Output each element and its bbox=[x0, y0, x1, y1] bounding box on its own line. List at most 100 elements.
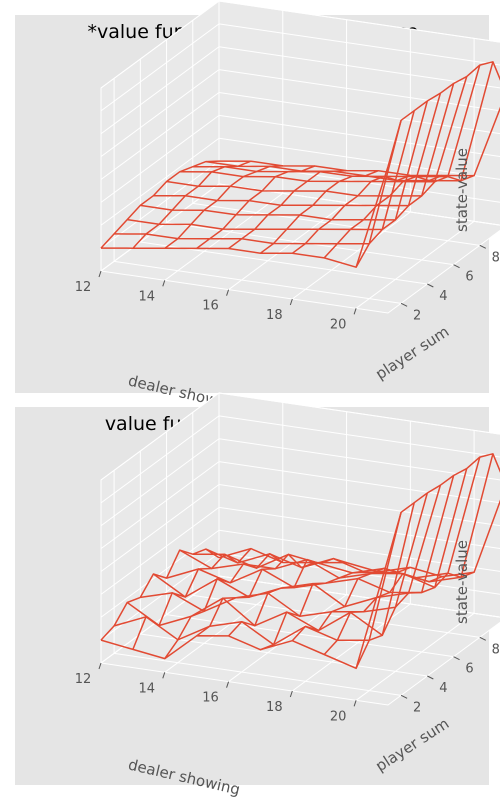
surface-row-line bbox=[218, 106, 500, 177]
chart-panel-without-usable-ace: *value function without usable ace 12141… bbox=[15, 0, 500, 415]
surface-column-line bbox=[323, 572, 443, 656]
x-tick-label: 14 bbox=[139, 289, 156, 304]
surface-plot-with-usable-ace: value function with usable ace 121416182… bbox=[75, 392, 500, 799]
surface-row-line bbox=[152, 484, 442, 608]
gridline bbox=[218, 506, 500, 550]
gridline bbox=[100, 484, 220, 572]
x-tick-label: 14 bbox=[139, 681, 156, 696]
surface-column-line bbox=[100, 160, 220, 249]
x-tick-label: 12 bbox=[75, 280, 92, 295]
gridline bbox=[100, 415, 220, 504]
x-tick-label: 20 bbox=[330, 709, 347, 724]
x-tick-label: 16 bbox=[202, 299, 219, 314]
gridline bbox=[100, 114, 220, 203]
surface-row-line bbox=[114, 120, 402, 245]
surface-column-line bbox=[387, 453, 500, 559]
gridline bbox=[100, 552, 220, 641]
gridline bbox=[355, 220, 475, 309]
gridline bbox=[114, 260, 402, 304]
x-tick-mark bbox=[289, 298, 293, 306]
x-tick-mark bbox=[226, 681, 230, 688]
gridline bbox=[218, 0, 500, 43]
gridline bbox=[166, 614, 454, 658]
gridline bbox=[228, 594, 347, 683]
surface-row-line bbox=[113, 512, 402, 646]
z-axis-label: state-value bbox=[453, 540, 471, 624]
surface-row-line bbox=[218, 499, 500, 578]
gridline bbox=[218, 137, 500, 180]
surface-column-line bbox=[164, 165, 283, 249]
surface-column-line bbox=[100, 548, 220, 641]
gridline bbox=[100, 438, 220, 527]
y-axis-label: player sum bbox=[372, 714, 452, 775]
gridline bbox=[164, 192, 284, 281]
surface-column-line bbox=[260, 571, 379, 651]
gridline bbox=[218, 114, 500, 158]
gridline bbox=[100, 392, 220, 481]
x-tick-mark bbox=[226, 289, 230, 296]
gridline bbox=[100, 23, 220, 112]
gridline bbox=[218, 461, 500, 504]
y-tick-mark bbox=[427, 283, 434, 288]
gridline bbox=[218, 392, 500, 435]
surface-column-line bbox=[291, 174, 411, 254]
surface-column-line bbox=[132, 160, 252, 249]
y-tick-label: 4 bbox=[439, 289, 447, 304]
gridline bbox=[292, 211, 411, 300]
y-tick-label: 6 bbox=[465, 270, 473, 285]
y-tick-label: 8 bbox=[492, 250, 500, 265]
surface-column-line bbox=[387, 61, 500, 167]
x-tick-mark bbox=[289, 690, 293, 698]
gridline bbox=[218, 415, 500, 458]
surface-column-line bbox=[132, 548, 252, 650]
y-tick-label: 4 bbox=[439, 681, 447, 696]
surface-row-line bbox=[179, 76, 468, 183]
surface-column-line bbox=[228, 169, 347, 250]
surface-row-line bbox=[179, 468, 468, 589]
surface-row-line bbox=[192, 64, 481, 178]
chart-panel-with-usable-ace: value function with usable ace 121416182… bbox=[15, 392, 500, 799]
surface-column-line bbox=[164, 553, 284, 660]
surface-column-line bbox=[291, 566, 411, 642]
y-tick-label: 8 bbox=[492, 642, 500, 657]
x-axis-label: dealer showing bbox=[126, 756, 241, 799]
surface-column-line bbox=[259, 170, 379, 254]
gridline bbox=[218, 92, 500, 135]
surface-row-line bbox=[127, 110, 415, 231]
surface-column-line bbox=[196, 553, 315, 637]
surface-plot-without-usable-ace: *value function without usable ace 12141… bbox=[75, 0, 500, 415]
surface-row-line bbox=[140, 100, 429, 221]
y-tick-label: 6 bbox=[465, 662, 473, 677]
gridline bbox=[192, 594, 480, 638]
x-tick-label: 16 bbox=[202, 691, 219, 706]
surface-column-line bbox=[355, 571, 475, 669]
x-tick-mark bbox=[353, 308, 357, 315]
gridline bbox=[355, 612, 475, 701]
gridline bbox=[100, 69, 220, 158]
gridline bbox=[100, 137, 220, 226]
surface-row-line bbox=[166, 83, 455, 197]
gridline bbox=[228, 202, 347, 291]
surface-row-line bbox=[166, 475, 455, 594]
gridline bbox=[164, 584, 284, 673]
gridline bbox=[100, 529, 220, 618]
surface-row-line bbox=[100, 558, 389, 670]
y-tick-mark bbox=[479, 244, 487, 249]
z-axis-label: state-value bbox=[453, 148, 471, 232]
surface-column-line bbox=[355, 174, 475, 268]
gridline bbox=[114, 652, 402, 696]
axes-3d: 1214161820246810−1.00−0.75−0.50−0.250.00… bbox=[75, 392, 500, 724]
x-tick-mark bbox=[162, 672, 166, 679]
x-tick-mark bbox=[353, 700, 357, 707]
gridline bbox=[100, 46, 220, 135]
gridline bbox=[100, 0, 220, 89]
surface-column-line bbox=[228, 557, 347, 637]
x-tick-mark bbox=[98, 662, 102, 670]
surface-row-line bbox=[100, 166, 389, 268]
y-tick-mark bbox=[400, 694, 408, 699]
gridline bbox=[100, 575, 220, 664]
y-axis-label: player sum bbox=[372, 322, 452, 383]
surface-column-line bbox=[196, 165, 315, 250]
gridline bbox=[100, 461, 220, 550]
gridline bbox=[218, 23, 500, 66]
